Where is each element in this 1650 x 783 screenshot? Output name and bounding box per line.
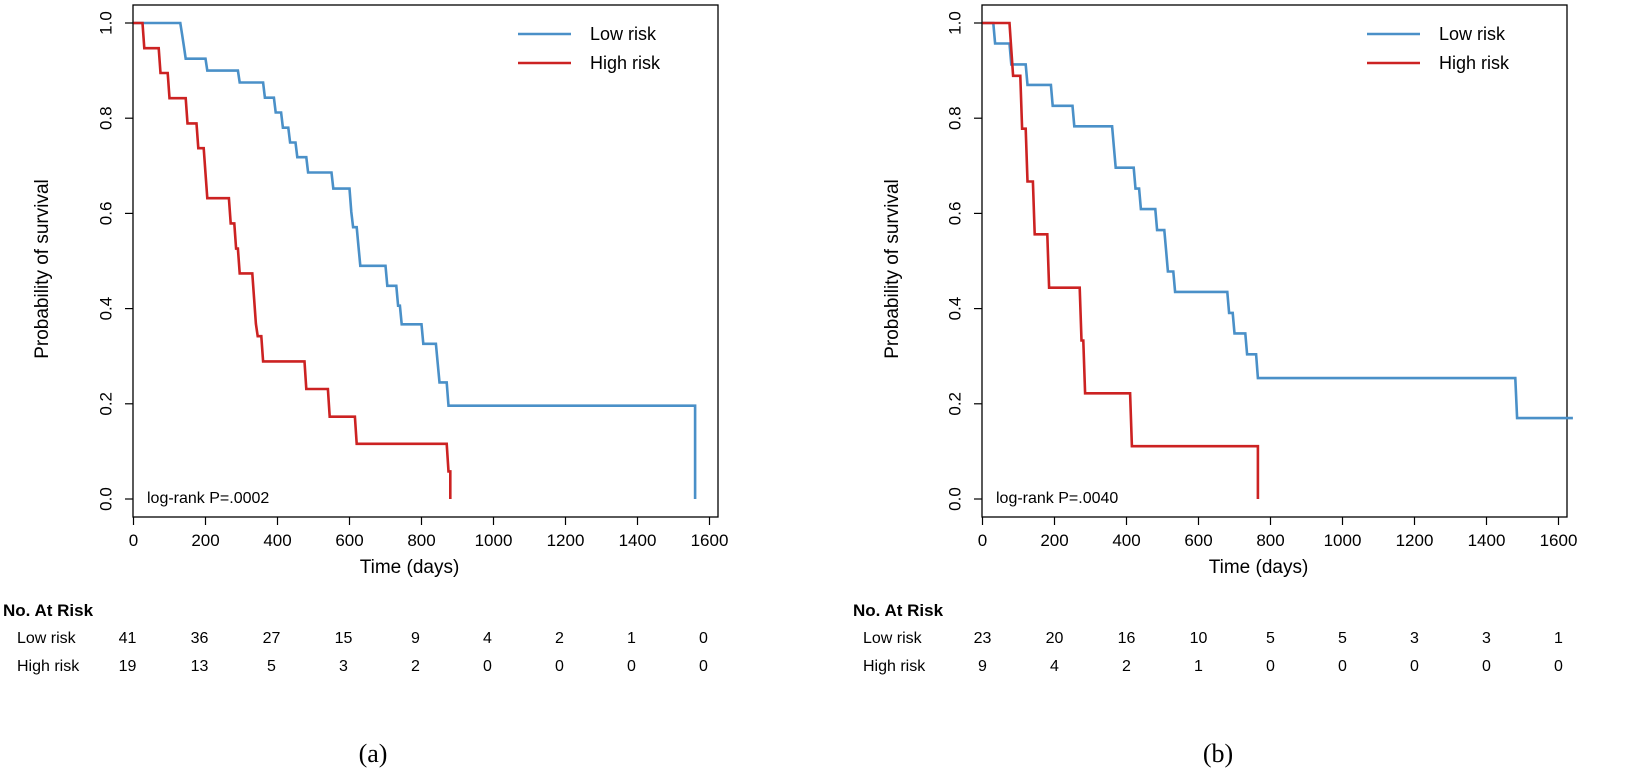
legend-label-low-risk: Low risk [1439,24,1506,44]
x-tick-label: 600 [335,531,363,550]
y-tick-label: 1.0 [96,11,115,35]
x-tick-label: 1400 [1468,531,1506,550]
at-risk-count: 0 [1410,658,1419,675]
legend-label-high-risk: High risk [590,53,661,73]
at-risk-title: No. At Risk [3,601,94,620]
x-tick-label: 200 [191,531,219,550]
panel-caption: (b) [1203,739,1233,768]
legend-label-high-risk: High risk [1439,53,1510,73]
x-tick-label: 1200 [547,531,585,550]
at-risk-count: 0 [1482,658,1491,675]
x-tick-label: 200 [1040,531,1068,550]
at-risk-count: 10 [1190,630,1208,647]
at-risk-count: 0 [699,658,708,675]
at-risk-count: 41 [119,630,137,647]
x-tick-label: 1000 [1324,531,1362,550]
x-tick-label: 400 [263,531,291,550]
x-axis-title: Time (days) [1209,557,1309,578]
x-tick-label: 1600 [691,531,729,550]
x-tick-label: 0 [978,531,987,550]
at-risk-row-label-low-risk: Low risk [863,630,923,647]
series-line-high-risk [982,21,1260,499]
at-risk-count: 3 [339,658,348,675]
at-risk-count: 15 [335,630,353,647]
at-risk-count: 27 [263,630,281,647]
at-risk-count: 4 [483,630,492,647]
at-risk-count: 0 [555,658,564,675]
at-risk-count: 9 [411,630,420,647]
log-rank-p-value: log-rank P=.0002 [147,490,269,507]
y-tick-label: 0.2 [945,392,964,416]
at-risk-count: 5 [1338,630,1347,647]
at-risk-count: 4 [1050,658,1059,675]
log-rank-p-value: log-rank P=.0040 [996,490,1118,507]
at-risk-count: 19 [119,658,137,675]
y-axis-title: Probability of survival [882,179,903,359]
plot-frame [981,4,1568,518]
legend-label-low-risk: Low risk [590,24,657,44]
x-tick-label: 1200 [1396,531,1434,550]
at-risk-count: 23 [974,630,992,647]
at-risk-count: 1 [627,630,636,647]
y-tick-label: 0.2 [96,392,115,416]
at-risk-count: 0 [1554,658,1563,675]
at-risk-count: 3 [1482,630,1491,647]
at-risk-row-label-low-risk: Low risk [17,630,77,647]
at-risk-count: 2 [555,630,564,647]
y-tick-label: 0.4 [945,297,964,321]
x-tick-label: 400 [1112,531,1140,550]
at-risk-row-label-high-risk: High risk [863,658,926,675]
x-tick-label: 1000 [475,531,513,550]
x-tick-label: 600 [1184,531,1212,550]
panel-caption: (a) [359,739,388,768]
at-risk-count: 0 [699,630,708,647]
series-line-low-risk [982,21,1573,420]
at-risk-count: 0 [483,658,492,675]
at-risk-count: 5 [267,658,276,675]
at-risk-count: 5 [1266,630,1275,647]
y-axis-title: Probability of survival [32,179,53,359]
at-risk-count: 1 [1554,630,1563,647]
at-risk-count: 36 [191,630,209,647]
series-line-high-risk [133,21,452,499]
x-tick-label: 800 [407,531,435,550]
plot-frame [132,4,719,518]
x-tick-label: 0 [129,531,138,550]
y-tick-label: 1.0 [945,11,964,35]
y-tick-label: 0.0 [96,487,115,511]
y-tick-label: 0.0 [945,487,964,511]
at-risk-count: 13 [191,658,209,675]
at-risk-count: 0 [1338,658,1347,675]
y-tick-label: 0.4 [96,297,115,321]
at-risk-count: 2 [411,658,420,675]
at-risk-title: No. At Risk [853,601,944,620]
x-tick-label: 1600 [1540,531,1578,550]
x-tick-label: 1400 [619,531,657,550]
at-risk-row-label-high-risk: High risk [17,658,80,675]
at-risk-count: 0 [627,658,636,675]
y-tick-label: 0.8 [945,106,964,130]
at-risk-count: 2 [1122,658,1131,675]
at-risk-count: 1 [1194,658,1203,675]
at-risk-count: 20 [1046,630,1064,647]
x-axis-title: Time (days) [360,557,460,578]
chart-panel-b: 0 200 400 600 800 1000 1200 1400 16000.00.20.40.… [853,4,1578,768]
x-tick-label: 800 [1256,531,1284,550]
y-tick-label: 0.6 [96,202,115,226]
at-risk-count: 0 [1266,658,1275,675]
chart-panel-a: 0 200 400 600 800 1000 1200 1400 16000.00.20.40.… [3,4,729,768]
at-risk-count: 16 [1118,630,1136,647]
y-tick-label: 0.8 [96,106,115,130]
series-line-low-risk [133,21,697,499]
at-risk-count: 3 [1410,630,1419,647]
y-tick-label: 0.6 [945,202,964,226]
at-risk-count: 9 [978,658,987,675]
